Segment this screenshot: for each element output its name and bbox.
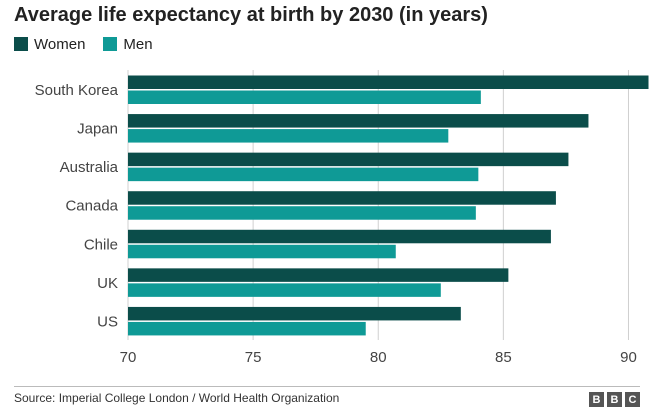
bar-women <box>128 268 509 282</box>
category-label: US <box>97 313 118 330</box>
bbc-logo: B B C <box>586 392 640 407</box>
chart-title: Average life expectancy at birth by 2030… <box>14 4 488 26</box>
bar-chart: 70 75 80 85 90 South Korea Japan Australia Canad… <box>35 70 649 366</box>
x-tick-label: 80 <box>370 349 387 366</box>
bar-men <box>128 206 476 220</box>
bbc-logo-letter: B <box>607 392 622 407</box>
footer-divider <box>14 386 640 387</box>
bar-men <box>128 321 366 336</box>
x-tick-label: 70 <box>120 349 137 366</box>
x-tick-label: 90 <box>620 349 637 366</box>
bbc-logo-letter: B <box>589 392 604 407</box>
legend-item-women: Women <box>14 36 85 53</box>
category-label: Australia <box>60 159 119 176</box>
bar-men <box>128 244 396 259</box>
bbc-logo-letter: C <box>625 392 640 407</box>
bar-women <box>128 229 551 244</box>
category-label: UK <box>97 275 118 292</box>
bar-women <box>128 152 569 167</box>
source-note: Source: Imperial College London / World … <box>14 391 340 405</box>
category-label: Canada <box>65 198 118 215</box>
bar-men <box>128 129 449 143</box>
legend-swatch-men <box>103 37 118 51</box>
legend-label-women: Women <box>34 35 86 53</box>
bar-men <box>128 283 441 297</box>
x-tick-label: 75 <box>245 349 262 366</box>
legend: Women Men <box>14 34 171 54</box>
legend-item-men: Men <box>103 35 153 53</box>
bar-women <box>128 75 649 89</box>
bar-men <box>128 167 479 182</box>
bar-women <box>128 306 461 321</box>
bar-women <box>128 114 589 128</box>
category-label: Japan <box>77 121 118 138</box>
bar-women <box>128 191 556 205</box>
category-label: South Korea <box>35 82 119 99</box>
category-label: Chile <box>84 236 118 253</box>
x-tick-label: 85 <box>495 349 512 366</box>
bar-men <box>128 90 481 104</box>
legend-swatch-women <box>14 37 28 51</box>
legend-label-men: Men <box>123 35 153 53</box>
